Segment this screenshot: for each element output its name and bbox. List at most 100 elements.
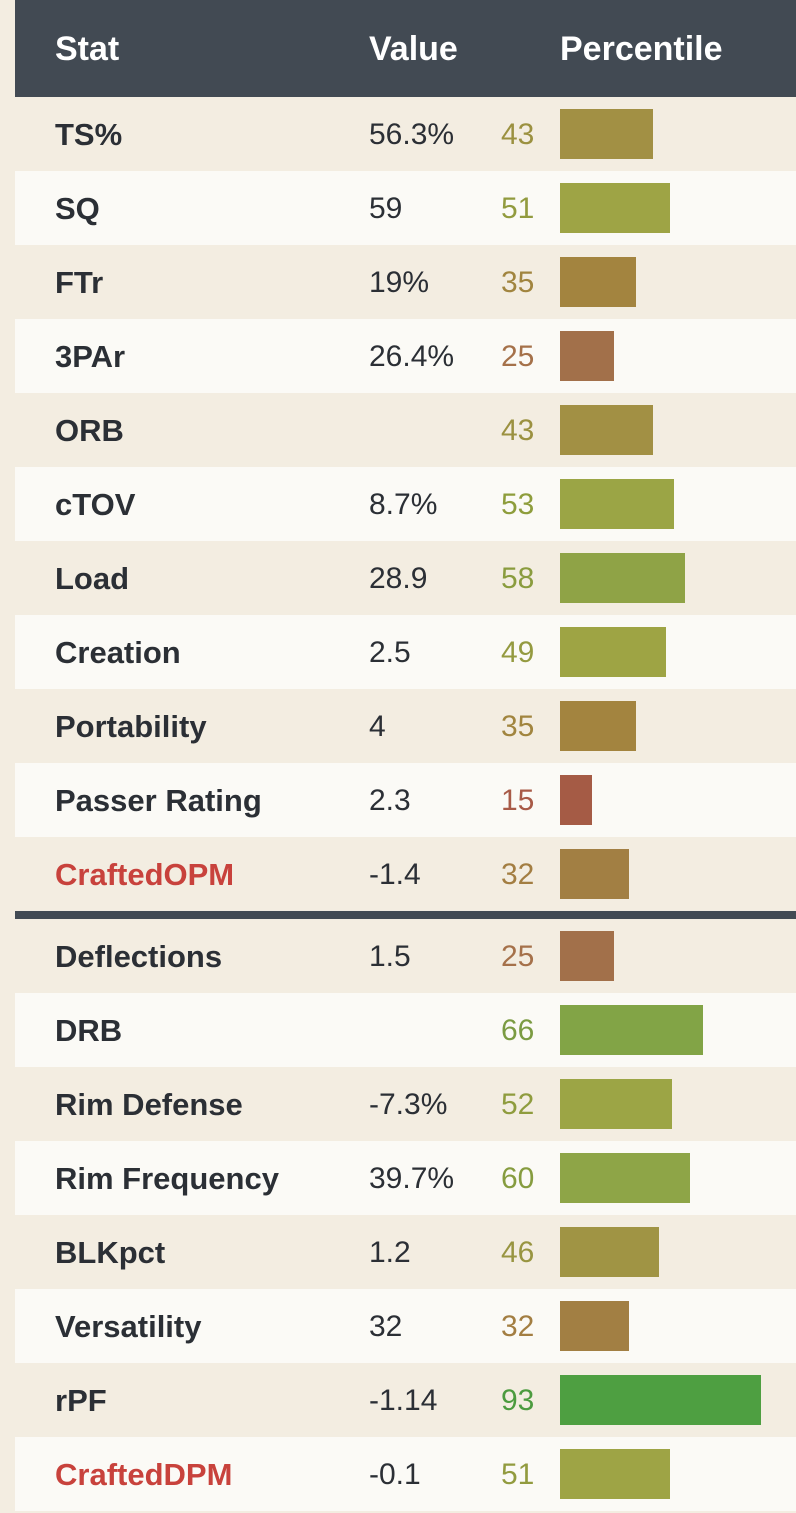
stat-value: 32 [369, 1310, 403, 1343]
stat-value: 19% [369, 266, 430, 299]
percentile-number: 43 [501, 414, 535, 447]
stat-name: Passer Rating [55, 783, 262, 818]
percentile-bar [560, 331, 614, 381]
percentile-bar [560, 257, 636, 307]
stat-name: BLKpct [55, 1235, 166, 1270]
percentile-number: 15 [501, 784, 535, 817]
percentile-bar [560, 931, 614, 981]
defense-section: Deflections 1.5 25 DRB 66 Rim Defense -7.3% 52 R… [15, 919, 796, 1511]
offense-section: TS% 56.3% 43 SQ 59 51 FTr 19% 35 3PAr 26.4% 25 ORB 43… [15, 97, 796, 911]
column-header-percentile[interactable]: Percentile [560, 30, 723, 68]
percentile-bar [560, 849, 629, 899]
stat-name: CraftedDPM [55, 1457, 233, 1492]
stat-value: -0.1 [369, 1458, 421, 1491]
stat-value: 1.5 [369, 940, 411, 973]
percentile-number: 25 [501, 940, 535, 973]
stat-name: Load [55, 561, 130, 596]
percentile-number: 35 [501, 266, 535, 299]
percentile-bar [560, 775, 592, 825]
percentile-number: 60 [501, 1162, 535, 1195]
stat-value: 39.7% [369, 1162, 455, 1195]
stat-name: Portability [55, 709, 207, 744]
table-row: FTr 19% 35 [15, 245, 796, 319]
stat-name: Creation [55, 635, 181, 670]
percentile-bar [560, 1153, 690, 1203]
section-divider [15, 911, 796, 919]
stat-value: 2.3 [369, 784, 411, 817]
table-header: Stat Value Percentile [15, 0, 796, 97]
percentile-bar [560, 701, 636, 751]
percentile-number: 49 [501, 636, 535, 669]
table-row: TS% 56.3% 43 [15, 97, 796, 171]
column-header-stat[interactable]: Stat [55, 30, 120, 68]
stat-name: SQ [55, 191, 100, 226]
table-row: Rim Frequency 39.7% 60 [15, 1141, 796, 1215]
percentile-number: 46 [501, 1236, 535, 1269]
percentile-number: 51 [501, 192, 535, 225]
percentile-number: 93 [501, 1384, 535, 1417]
table-row: SQ 59 51 [15, 171, 796, 245]
table-row: Versatility 32 32 [15, 1289, 796, 1363]
percentile-bar [560, 627, 666, 677]
table-row: DRB 66 [15, 993, 796, 1067]
stat-value: -1.4 [369, 858, 421, 891]
percentile-bar [560, 183, 670, 233]
stat-name: DRB [55, 1013, 123, 1048]
percentile-bar [560, 1301, 629, 1351]
stat-name: ORB [55, 413, 124, 448]
percentile-bar [560, 1079, 672, 1129]
stat-value: -7.3% [369, 1088, 448, 1121]
stat-name: FTr [55, 265, 104, 300]
table-row: BLKpct 1.2 46 [15, 1215, 796, 1289]
stat-value: 4 [369, 710, 386, 743]
table-row: Creation 2.5 49 [15, 615, 796, 689]
stat-name: TS% [55, 117, 123, 152]
table-row: rPF -1.14 93 [15, 1363, 796, 1437]
stat-name: 3PAr [55, 339, 126, 374]
percentile-number: 51 [501, 1458, 535, 1491]
percentile-bar [560, 1375, 761, 1425]
table-row: Portability 4 35 [15, 689, 796, 763]
stat-value: 28.9 [369, 562, 428, 595]
stat-name: Versatility [55, 1309, 202, 1344]
column-header-value[interactable]: Value [369, 30, 458, 68]
stat-name: Deflections [55, 939, 223, 974]
stat-value: -1.14 [369, 1384, 438, 1417]
percentile-bar [560, 109, 653, 159]
stat-value: 1.2 [369, 1236, 411, 1269]
percentile-bar [560, 1449, 670, 1499]
percentile-number: 66 [501, 1014, 535, 1047]
table-row: cTOV 8.7% 53 [15, 467, 796, 541]
stat-name: Rim Defense [55, 1087, 243, 1122]
stat-name: Rim Frequency [55, 1161, 279, 1196]
table-row: 3PAr 26.4% 25 [15, 319, 796, 393]
percentile-number: 25 [501, 340, 535, 373]
percentile-bar [560, 479, 674, 529]
stat-value: 2.5 [369, 636, 411, 669]
percentile-bar [560, 405, 653, 455]
percentile-number: 35 [501, 710, 535, 743]
stats-table: Stat Value Percentile TS% 56.3% 43 SQ 59 51 FT… [15, 0, 796, 1511]
stat-value: 8.7% [369, 488, 438, 521]
table-row: Deflections 1.5 25 [15, 919, 796, 993]
table-row: Passer Rating 2.3 15 [15, 763, 796, 837]
percentile-number: 32 [501, 1310, 535, 1343]
stat-value: 59 [369, 192, 403, 225]
table-row: CraftedDPM -0.1 51 [15, 1437, 796, 1511]
percentile-number: 32 [501, 858, 535, 891]
percentile-number: 43 [501, 118, 535, 151]
percentile-number: 53 [501, 488, 535, 521]
percentile-bar [560, 553, 685, 603]
stat-name: CraftedOPM [55, 857, 235, 892]
table-row: CraftedOPM -1.4 32 [15, 837, 796, 911]
stat-name: cTOV [55, 487, 136, 522]
percentile-number: 58 [501, 562, 535, 595]
stat-value: 26.4% [369, 340, 455, 373]
percentile-bar [560, 1227, 659, 1277]
table-row: Rim Defense -7.3% 52 [15, 1067, 796, 1141]
percentile-bar [560, 1005, 703, 1055]
table-row: ORB 43 [15, 393, 796, 467]
table-row: Load 28.9 58 [15, 541, 796, 615]
stat-value: 56.3% [369, 118, 455, 151]
stat-name: rPF [55, 1383, 107, 1418]
